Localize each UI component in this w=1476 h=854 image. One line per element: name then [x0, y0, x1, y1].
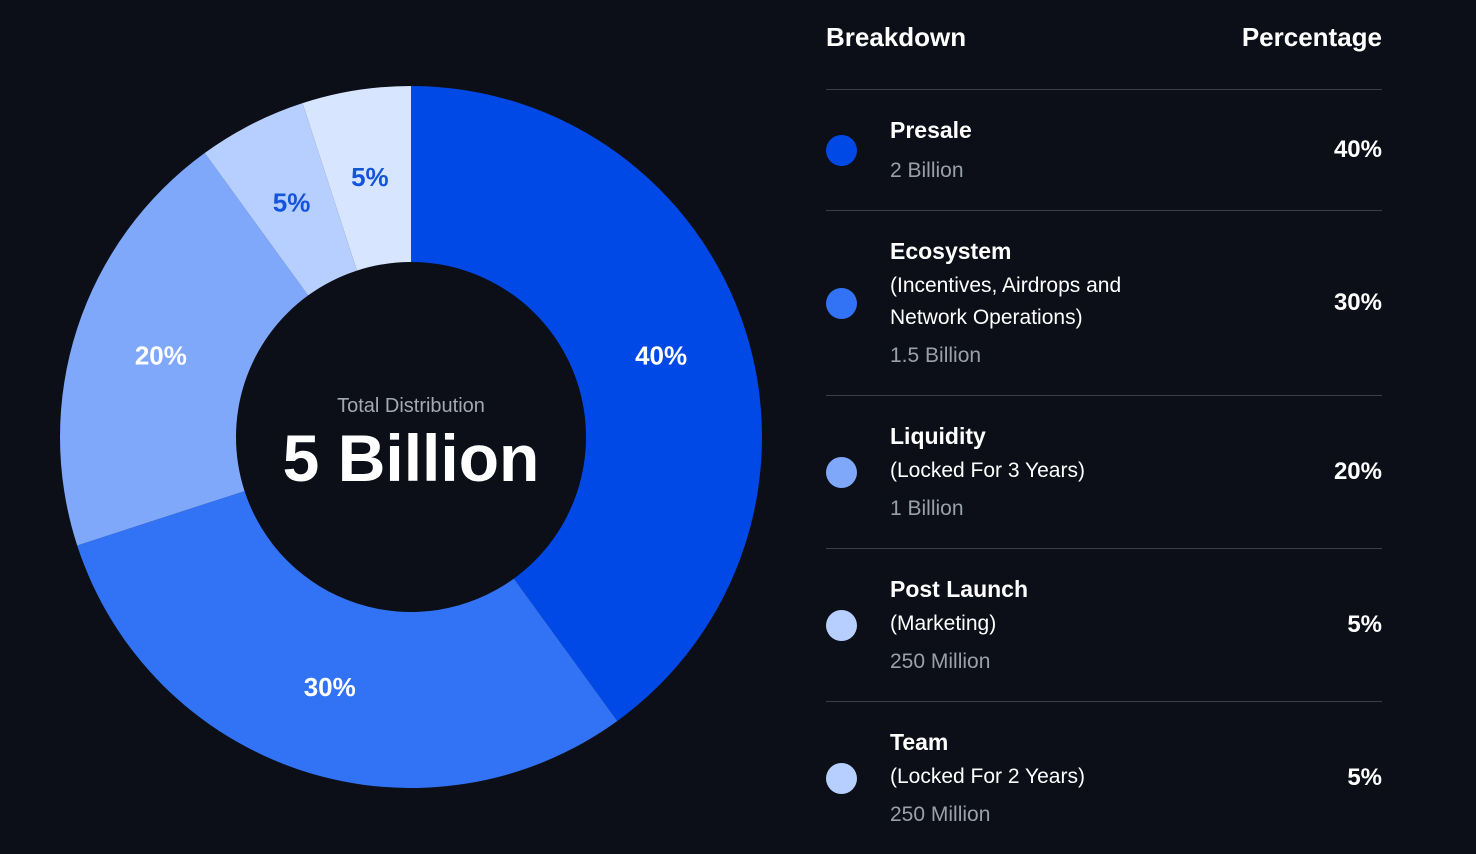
legend-title: Ecosystem	[890, 238, 1012, 264]
legend-desc: (Incentives, Airdrops and	[890, 274, 1122, 297]
legend-amount: 250 Million	[890, 803, 991, 826]
legend-amount: 2 Billion	[890, 159, 964, 182]
slice-label: 20%	[135, 341, 187, 371]
legend-title: Team	[890, 729, 949, 755]
legend-amount: 250 Million	[890, 650, 991, 673]
slice-label: 5%	[273, 188, 311, 218]
legend-percentage: 30%	[1333, 289, 1382, 316]
legend-desc: (Marketing)	[890, 612, 997, 635]
slice-post-launch	[204, 103, 357, 296]
legend-text: Post Launch (Marketing) 250 Million	[890, 570, 1347, 680]
legend-row: Presale 2 Billion 40%	[826, 90, 1382, 211]
breakdown-legend: Breakdown Percentage Presale 2 Billion 40…	[826, 0, 1382, 854]
legend-desc: Network Operations)	[890, 306, 1083, 329]
slice-label: 40%	[635, 341, 687, 371]
color-dot	[826, 456, 857, 488]
legend-text: Ecosystem (Incentives, Airdrops and Networ…	[890, 232, 1334, 374]
center-label: Total Distribution	[337, 395, 485, 417]
legend-text: Presale 2 Billion	[890, 111, 1334, 189]
legend-percentage: 5%	[1347, 611, 1382, 638]
legend-percentage: 5%	[1347, 764, 1382, 791]
legend-text: Team (Locked For 2 Years) 250 Million	[890, 723, 1347, 833]
slice-liquidity	[59, 153, 309, 546]
legend-row: Post Launch (Marketing) 250 Million 5%	[826, 549, 1382, 702]
legend-title: Post Launch	[890, 576, 1029, 602]
slice-team	[302, 86, 411, 271]
color-dot	[826, 287, 857, 319]
header-percentage: Percentage	[1241, 22, 1382, 52]
legend-desc: (Locked For 3 Years)	[890, 459, 1085, 482]
slice-label: 30%	[304, 672, 356, 702]
legend-row: Liquidity (Locked For 3 Years) 1 Billion 2…	[826, 396, 1382, 549]
legend-row: Team (Locked For 2 Years) 250 Million 5%	[826, 702, 1382, 854]
legend-percentage: 40%	[1333, 136, 1382, 163]
donut-chart: 40% 30% 20% 5% 5%	[59, 86, 762, 788]
legend-title: Liquidity	[890, 423, 986, 449]
legend-amount: 1.5 Billion	[890, 344, 982, 367]
color-dot	[826, 609, 857, 641]
donut-hole	[236, 262, 586, 612]
color-dot	[826, 762, 857, 794]
legend-row: Ecosystem (Incentives, Airdrops and Networ…	[826, 211, 1382, 396]
slice-ecosystem	[77, 491, 618, 788]
legend-title: Presale	[890, 117, 972, 143]
legend-desc: (Locked For 2 Years)	[890, 765, 1085, 788]
legend-text: Liquidity (Locked For 3 Years) 1 Billion	[890, 417, 1334, 527]
legend-header: Breakdown Percentage	[826, 0, 1382, 90]
legend-amount: 1 Billion	[890, 497, 964, 520]
header-breakdown: Breakdown	[826, 22, 967, 52]
legend-percentage: 20%	[1333, 458, 1382, 485]
center-value: 5 Billion	[282, 421, 540, 495]
slice-presale	[411, 86, 762, 721]
color-dot	[826, 134, 857, 166]
slice-label: 5%	[351, 162, 389, 192]
